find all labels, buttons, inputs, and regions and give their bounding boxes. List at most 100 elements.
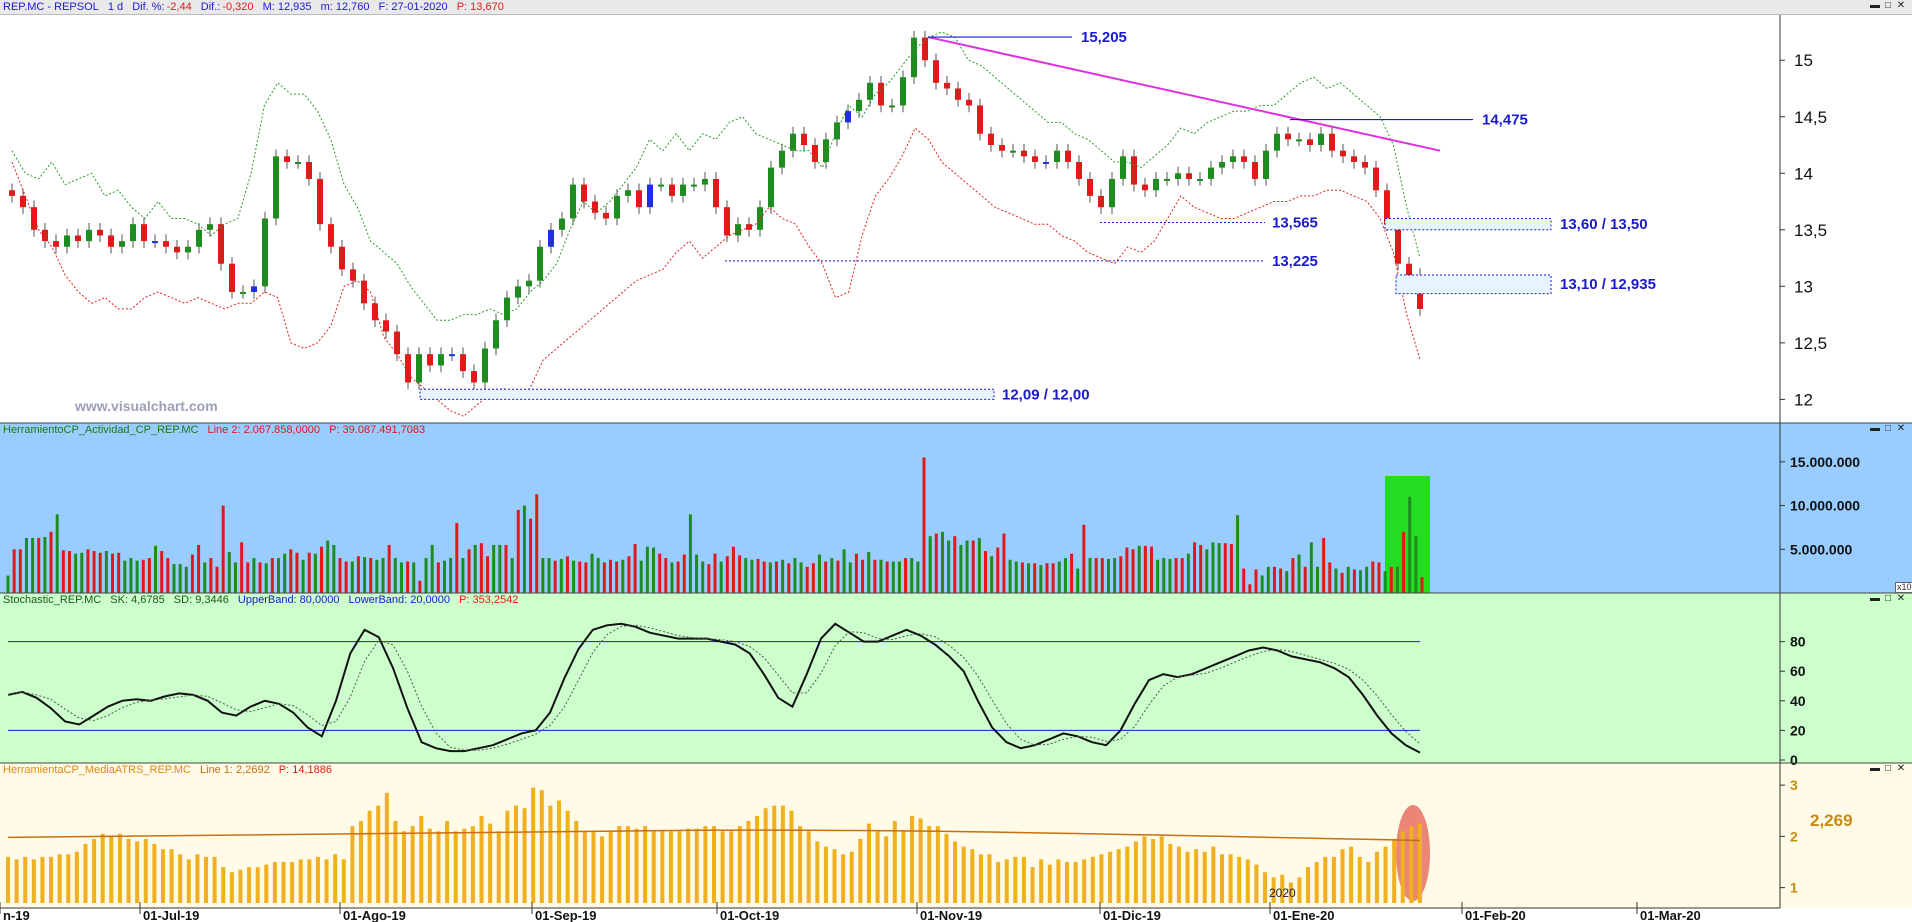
volume-bar bbox=[1371, 561, 1375, 593]
atr-bar bbox=[402, 831, 407, 903]
atr-bar bbox=[100, 833, 105, 903]
atr-bar bbox=[31, 859, 36, 903]
volume-bar bbox=[1168, 558, 1172, 593]
volume-bar bbox=[1279, 568, 1283, 593]
maximize-icon[interactable]: □ bbox=[1884, 593, 1892, 604]
atr-bar bbox=[608, 831, 613, 903]
volume-bar bbox=[1414, 536, 1418, 593]
watermark: www.visualchart.com bbox=[75, 398, 218, 414]
candle-body bbox=[1186, 173, 1192, 179]
volume-bar bbox=[363, 557, 367, 593]
volume-bar bbox=[1303, 566, 1307, 593]
atr-bar bbox=[410, 826, 415, 903]
volume-bar bbox=[154, 545, 158, 593]
volume-bar bbox=[928, 536, 932, 593]
volume-bar bbox=[565, 556, 569, 593]
atr-bar bbox=[488, 823, 493, 903]
volume-bar bbox=[307, 552, 311, 593]
volume-bar bbox=[910, 558, 914, 593]
atr-bar bbox=[944, 833, 949, 903]
symbol-label: REP.MC - REPSOL bbox=[3, 1, 99, 13]
volume-bar bbox=[504, 544, 508, 593]
candle-body bbox=[196, 229, 202, 247]
atr-bar bbox=[204, 856, 209, 903]
candle-body bbox=[1131, 156, 1137, 185]
volume-bar bbox=[818, 554, 822, 593]
atr-bar bbox=[1151, 838, 1156, 903]
candle-body bbox=[1362, 161, 1368, 168]
maximize-icon[interactable]: □ bbox=[1884, 0, 1892, 11]
price-pane-titlebar: REP.MC - REPSOL 1 d Dif. %: -2,44 Dif.: -0… bbox=[0, 0, 1912, 15]
atr-bar bbox=[1047, 864, 1052, 903]
candle-body bbox=[1098, 195, 1104, 208]
candle-body bbox=[97, 229, 103, 236]
volume-bar bbox=[1248, 584, 1252, 593]
atr-bar bbox=[780, 805, 785, 903]
volume-bar bbox=[1137, 545, 1141, 593]
atr-bar bbox=[712, 826, 716, 903]
dif-pct-caption: Dif. %: bbox=[132, 1, 165, 13]
atr-pane-title: HerramientaCP_MediaATRS_REP.MC Line 1: 2… bbox=[3, 764, 338, 776]
volume-bar bbox=[1260, 575, 1264, 593]
volume-bar bbox=[135, 560, 139, 593]
candle-body bbox=[427, 354, 433, 366]
minimize-icon[interactable]: ▬ bbox=[1870, 0, 1880, 11]
candle-body bbox=[207, 224, 213, 230]
atr-bar bbox=[1349, 846, 1354, 903]
volume-bar bbox=[719, 561, 723, 593]
volume-bar bbox=[1199, 544, 1203, 593]
maximize-icon[interactable]: □ bbox=[1884, 763, 1892, 774]
atr-bar bbox=[117, 833, 122, 903]
volume-bar bbox=[1352, 569, 1356, 593]
atr-bar bbox=[1400, 831, 1405, 903]
volume-bar bbox=[12, 549, 16, 593]
atr-bar bbox=[1211, 846, 1216, 903]
volume-bar bbox=[80, 552, 84, 593]
atr-bar bbox=[849, 851, 854, 903]
candle-body bbox=[944, 82, 950, 89]
minimize-icon[interactable]: ▬ bbox=[1870, 423, 1880, 434]
atr-y-tick-label: 2 bbox=[1790, 828, 1798, 844]
volume-bar bbox=[418, 580, 422, 593]
candle-body bbox=[9, 190, 15, 196]
x-tick-label: n-19 bbox=[3, 908, 30, 922]
minimize-icon[interactable]: ▬ bbox=[1870, 763, 1880, 774]
candle-body bbox=[1054, 150, 1060, 162]
volume-bar bbox=[387, 544, 391, 593]
close-icon[interactable]: ✕ bbox=[1896, 0, 1906, 11]
stoch-lower-value: LowerBand: 20,0000 bbox=[348, 594, 451, 606]
volume-bar bbox=[522, 505, 526, 593]
candle-body bbox=[1109, 178, 1115, 208]
atr-bar bbox=[763, 808, 768, 903]
volume-bar bbox=[965, 540, 969, 593]
volume-bar bbox=[701, 561, 705, 593]
volume-bar bbox=[43, 537, 47, 593]
candle-body bbox=[1318, 133, 1324, 146]
volume-bar bbox=[602, 562, 606, 593]
volume-bar bbox=[233, 562, 237, 593]
candle-body bbox=[856, 99, 862, 112]
stoch-pane-title: Stochastic_REP.MC SK: 4,6785 SD: 9,3446 … bbox=[3, 594, 524, 606]
atr-bar bbox=[651, 831, 656, 903]
maximize-icon[interactable]: □ bbox=[1884, 423, 1892, 434]
candle-body bbox=[449, 354, 455, 357]
volume-bar bbox=[934, 533, 938, 593]
volume-bar bbox=[111, 553, 115, 593]
axes: 1212,51313,51414,5155.000.00010.000.0001… bbox=[0, 15, 1912, 922]
candle-body bbox=[1164, 178, 1170, 181]
close-icon[interactable]: ✕ bbox=[1896, 423, 1906, 434]
candle-body bbox=[251, 286, 257, 292]
atr-bar bbox=[961, 846, 966, 903]
atr-bar bbox=[1263, 872, 1268, 903]
stoch-sk-value: SK: 4,6785 bbox=[110, 594, 165, 606]
minimize-icon[interactable]: ▬ bbox=[1870, 593, 1880, 604]
volume-bar bbox=[18, 549, 22, 593]
atr-bar bbox=[953, 841, 958, 903]
atr-bar bbox=[479, 815, 484, 903]
dif-value: -0,320 bbox=[222, 1, 254, 13]
close-icon[interactable]: ✕ bbox=[1896, 593, 1906, 604]
atr-bar bbox=[1202, 851, 1207, 903]
close-icon[interactable]: ✕ bbox=[1896, 763, 1906, 774]
volume-bar bbox=[731, 546, 735, 593]
